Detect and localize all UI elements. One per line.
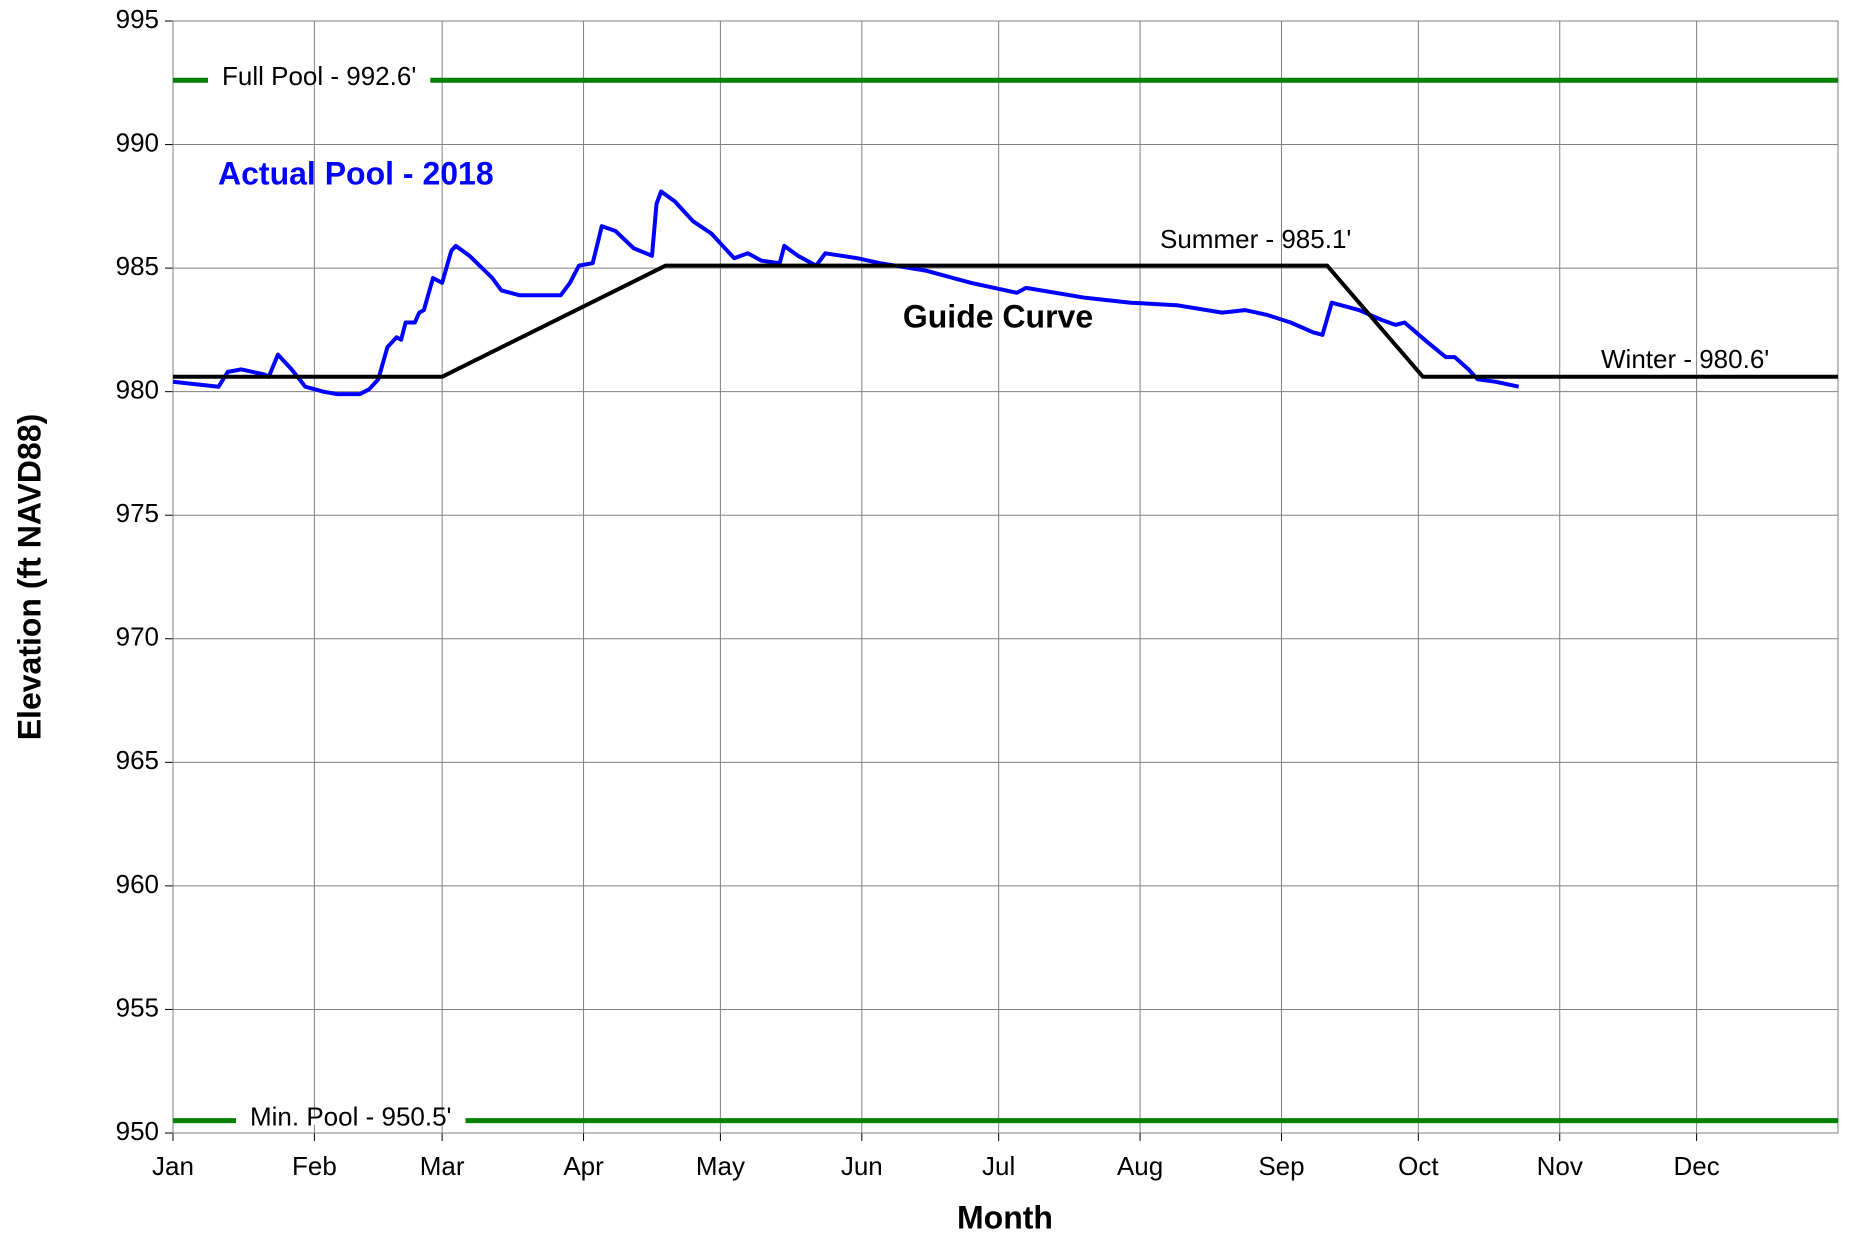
x-tick-label: Apr	[563, 1151, 604, 1181]
x-tick-label: Mar	[420, 1151, 465, 1181]
series-line	[172, 189, 1520, 397]
y-tick-label: 980	[116, 375, 159, 405]
plot-frame	[172, 20, 1839, 1134]
label-background	[208, 76, 431, 85]
label-background	[236, 1116, 466, 1125]
series-line	[173, 263, 1838, 379]
x-tick-label: Feb	[292, 1151, 337, 1181]
x-tick-label: Jul	[982, 1151, 1015, 1181]
y-tick-label: 975	[116, 498, 159, 528]
y-tick-label: 950	[116, 1116, 159, 1146]
series-label: Guide Curve	[903, 298, 1093, 334]
annotation: Winter - 980.6'	[1601, 344, 1769, 374]
y-axis-label: Elevation (ft NAVD88)	[11, 414, 47, 741]
reference-label: Min. Pool - 950.5'	[250, 1102, 452, 1132]
y-tick-label: 990	[116, 127, 159, 157]
x-tick-label: May	[696, 1151, 745, 1181]
annotation: Summer - 985.1'	[1160, 224, 1351, 254]
x-tick-label: Oct	[1398, 1151, 1439, 1181]
y-tick-label: 970	[116, 622, 159, 652]
x-tick-label: Sep	[1258, 1151, 1304, 1181]
y-tick-label: 985	[116, 251, 159, 281]
x-tick-label: Nov	[1537, 1151, 1583, 1181]
x-tick-label: Aug	[1117, 1151, 1163, 1181]
y-tick-label: 995	[116, 4, 159, 34]
y-tick-label: 960	[116, 869, 159, 899]
x-tick-label: Jun	[841, 1151, 883, 1181]
y-tick-label: 955	[116, 992, 159, 1022]
x-tick-label: Dec	[1673, 1151, 1719, 1181]
reference-label: Full Pool - 992.6'	[222, 61, 416, 91]
x-tick-label: Jan	[152, 1151, 194, 1181]
y-tick-label: 965	[116, 745, 159, 775]
series-label: Actual Pool - 2018	[218, 155, 494, 191]
x-axis-label: Month	[957, 1199, 1053, 1235]
